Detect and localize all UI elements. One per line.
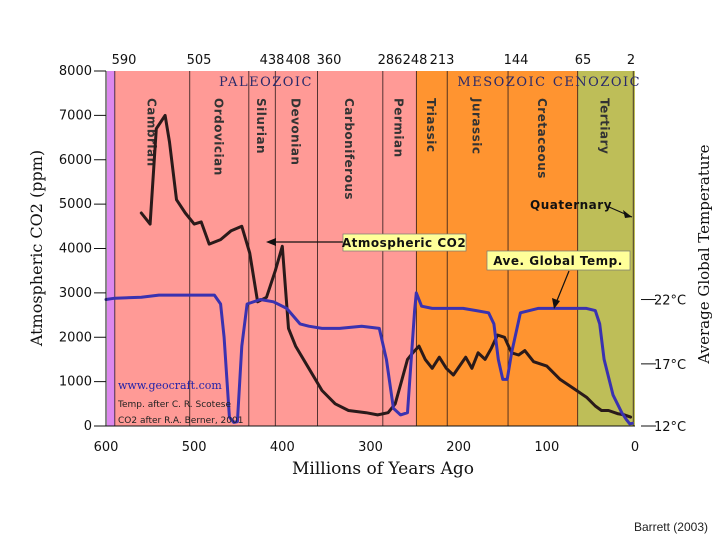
boundary-age-label: 438: [260, 53, 285, 68]
precambrian-band: [107, 71, 115, 426]
temp-arrowhead: [552, 298, 560, 309]
period-label: Permian: [392, 98, 406, 158]
y2-tick-label: 22°C: [654, 294, 686, 309]
y-tick-label: 6000: [59, 153, 92, 168]
co2-source-label: CO2 after R.A. Berner, 2001: [118, 416, 243, 426]
era-label: CENOZOIC: [553, 75, 641, 90]
y-tick-label: 2000: [59, 330, 92, 345]
period-label: Devonian: [288, 98, 302, 165]
x-tick-label: 600: [94, 440, 119, 455]
boundary-age-label: 590: [112, 53, 137, 68]
y-tick-label: 0: [84, 419, 92, 434]
boundary-age-label: 505: [187, 53, 212, 68]
y-tick-label: 1000: [59, 375, 92, 390]
period-label: Triassic: [424, 98, 438, 153]
temp-label: Ave. Global Temp.: [493, 254, 623, 268]
boundary-age-label: 144: [504, 53, 529, 68]
y-tick-label: 3000: [59, 286, 92, 301]
website-label: www.geocraft.com: [118, 379, 222, 392]
quaternary-arrowhead: [623, 210, 632, 218]
era-label: PALEOZOIC: [219, 75, 313, 90]
x-tick-label: 0: [631, 440, 639, 455]
boundary-age-label: 2: [627, 53, 635, 68]
boundary-age-labels: 590 505 438 408 360 286 248 213 144 65 2: [112, 53, 636, 68]
era-label: MESOZOIC: [457, 75, 546, 90]
quaternary-label: Quaternary: [530, 198, 612, 212]
co2-label: Atmospheric CO2: [342, 236, 466, 250]
x-tick-label: 300: [358, 440, 383, 455]
boundary-age-label: 65: [575, 53, 592, 68]
y-tick-label: 8000: [59, 64, 92, 79]
period-label: Silurian: [254, 98, 268, 154]
y-tick-label: 4000: [59, 242, 92, 257]
boundary-age-label: 213: [430, 53, 455, 68]
y-axis-label: Atmospheric CO2 (ppm): [27, 150, 46, 347]
temp-label-box: [486, 250, 631, 271]
period-label: Tertiary: [597, 98, 611, 154]
series-lines: [104, 113, 634, 426]
source-credit: Barrett (2003): [633, 520, 708, 534]
era-labels: PALEOZOIC MESOZOIC CENOZOIC: [219, 75, 641, 90]
temperature-series-line: [104, 291, 634, 426]
x-tick-label: 400: [270, 440, 295, 455]
temp-arrow-line: [555, 270, 570, 304]
period-label: Carboniferous: [342, 98, 356, 200]
annotations: Quaternary Atmospheric CO2 Ave. Global Tem…: [117, 198, 633, 426]
boundary-age-label: 286: [378, 53, 403, 68]
y2-axis-label: Average Global Temperature: [695, 144, 713, 364]
y2-tick-label: 12°C: [654, 420, 686, 435]
boundary-age-label: 360: [317, 53, 342, 68]
co2-arrowhead: [266, 238, 276, 246]
temp-source-label: Temp. after C. R. Scotese: [117, 400, 231, 410]
boundary-age-label: 248: [403, 53, 428, 68]
x-tick-label: 200: [446, 440, 471, 455]
period-boundary-lines: [114, 71, 634, 426]
period-label: Jurassic: [470, 97, 484, 155]
co2-series-line: [139, 113, 633, 419]
y-tick-label: 5000: [59, 197, 92, 212]
y-tick-label: 7000: [59, 108, 92, 123]
boundary-age-label: 408: [286, 53, 311, 68]
y2-tick-label: 17°C: [654, 358, 686, 373]
x-axis-label: Millions of Years Ago: [292, 459, 474, 479]
x-tick-label: 500: [182, 440, 207, 455]
co2-label-box: [342, 233, 467, 252]
x-tick-label: 100: [534, 440, 559, 455]
period-label: Cretaceous: [535, 98, 549, 179]
period-labels: Cambrian Ordovician Silurian Devonian Carbon…: [144, 97, 611, 200]
period-label: Ordovician: [211, 98, 225, 176]
